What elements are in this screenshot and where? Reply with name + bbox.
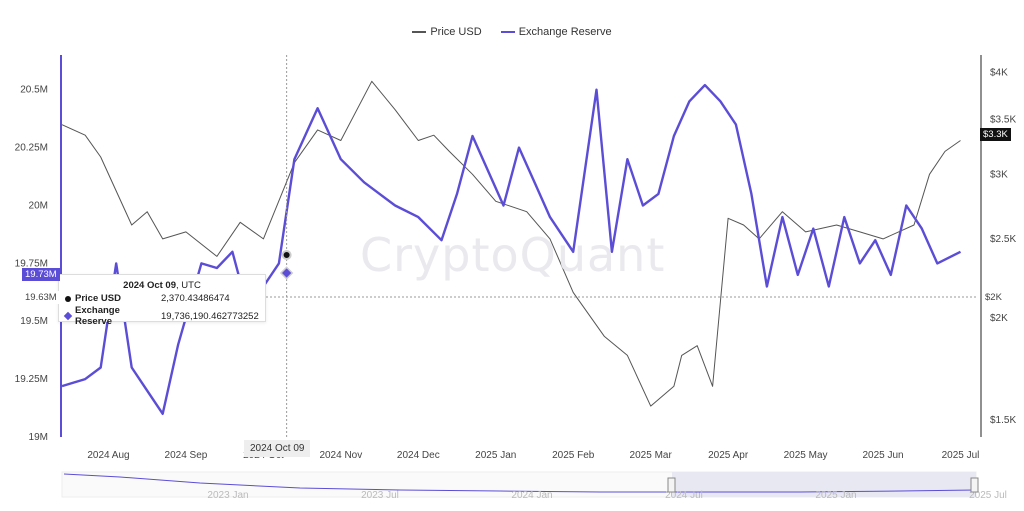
navigator-right-handle[interactable] (970, 477, 979, 493)
reserve-line-swatch-icon (500, 31, 515, 33)
price-hover-marker (281, 250, 292, 260)
right-current-value-label: $3.3K (980, 128, 1011, 141)
left-tick-label: 19M (29, 432, 48, 443)
exchange-reserve-line (61, 83, 962, 415)
right-tick-label: $2K (990, 313, 1008, 324)
x-tick-label: 2025 Apr (708, 450, 749, 461)
x-tick-label: 2024 Nov (319, 450, 362, 461)
navigator-label: 2024 Jan (511, 490, 552, 501)
navigator-label: 2023 Jul (361, 490, 399, 501)
x-tick-label: 2024 Aug (87, 450, 129, 461)
x-tick-label: 2025 Jul (942, 450, 980, 461)
right-tick-label: $3K (990, 169, 1008, 180)
right-axis: $1.5K $2K $2.5K $3K $3.5K $4K (980, 55, 1016, 437)
left-current-value-label: 19.73M (22, 268, 60, 281)
x-tick-label: 2025 Feb (552, 450, 595, 461)
tooltip-price-value: 2,370.43486474 (161, 293, 230, 304)
left-tick-label: 19.25M (15, 374, 48, 385)
range-navigator[interactable]: 2023 Jan 2023 Jul 2024 Jan 2024 Jul 2025 Jan… (61, 471, 1007, 501)
left-tick-label: 20M (29, 200, 48, 211)
navigator-label: 2025 Jan (815, 490, 856, 501)
tooltip-reserve-value: 19,736,190.462773252 (161, 310, 259, 322)
x-tick-label: 2025 Jun (862, 450, 903, 461)
legend-reserve-label: Exchange Reserve (518, 26, 612, 38)
right-hover-value-label: $2K (982, 291, 1005, 304)
navigator-left-handle[interactable] (667, 477, 676, 493)
legend-item-price[interactable]: Price USD (412, 26, 482, 38)
tooltip-date: 2024 Oct 09 (123, 280, 176, 291)
left-tick-label: 20.25M (15, 143, 48, 154)
navigator-series-line (63, 473, 976, 493)
navigator-label: 2023 Jan (207, 490, 248, 501)
price-line-swatch-icon (412, 31, 427, 33)
left-axis: 19M 19.25M 19.5M 19.75M 20M 20.25M 20.5M (15, 55, 62, 443)
x-tick-label: 2025 May (784, 450, 828, 461)
reserve-diamond-icon (63, 311, 73, 321)
price-dot-icon (65, 295, 71, 302)
left-tick-label: 20.5M (20, 85, 48, 96)
hover-tooltip: 2024 Oct 09, UTC Price USD 2,370.4348647… (58, 274, 266, 327)
legend-price-label: Price USD (430, 26, 482, 38)
tooltip-tz: , UTC (176, 280, 201, 291)
right-tick-label: $1.5K (990, 415, 1016, 426)
navigator-label: 2024 Jul (665, 490, 703, 501)
x-tick-label: 2024 Sep (165, 450, 208, 461)
price-usd-line (61, 80, 961, 407)
right-tick-label: $4K (990, 67, 1008, 78)
tooltip-title: 2024 Oct 09, UTC (59, 280, 265, 291)
x-hover-date-label: 2024 Oct 09 (244, 440, 311, 457)
x-tick-label: 2025 Mar (630, 450, 673, 461)
legend-item-reserve[interactable]: Exchange Reserve (500, 26, 612, 38)
reserve-hover-marker (279, 266, 294, 280)
left-hover-value-label: 19.63M (22, 291, 60, 304)
navigator-selection (672, 472, 976, 497)
tooltip-price-name: Price USD (75, 293, 121, 304)
left-tick-label: 19.75M (15, 258, 48, 269)
tooltip-reserve-name: Exchange Reserve (75, 305, 120, 327)
navigator-label: 2025 Jul (969, 490, 1007, 501)
x-tick-label: 2025 Jan (475, 450, 516, 461)
right-tick-label: $3.5K (990, 115, 1016, 126)
x-tick-label: 2024 Dec (397, 450, 440, 461)
left-tick-label: 19.5M (20, 316, 48, 327)
legend: Price USD Exchange Reserve (0, 24, 1024, 38)
tooltip-row-price: Price USD 2,370.43486474 (65, 293, 261, 304)
watermark: CryptoQuant (360, 228, 666, 282)
right-tick-label: $2.5K (990, 234, 1016, 245)
tooltip-row-reserve: Exchange Reserve 19,736,190.462773252 (63, 305, 261, 327)
